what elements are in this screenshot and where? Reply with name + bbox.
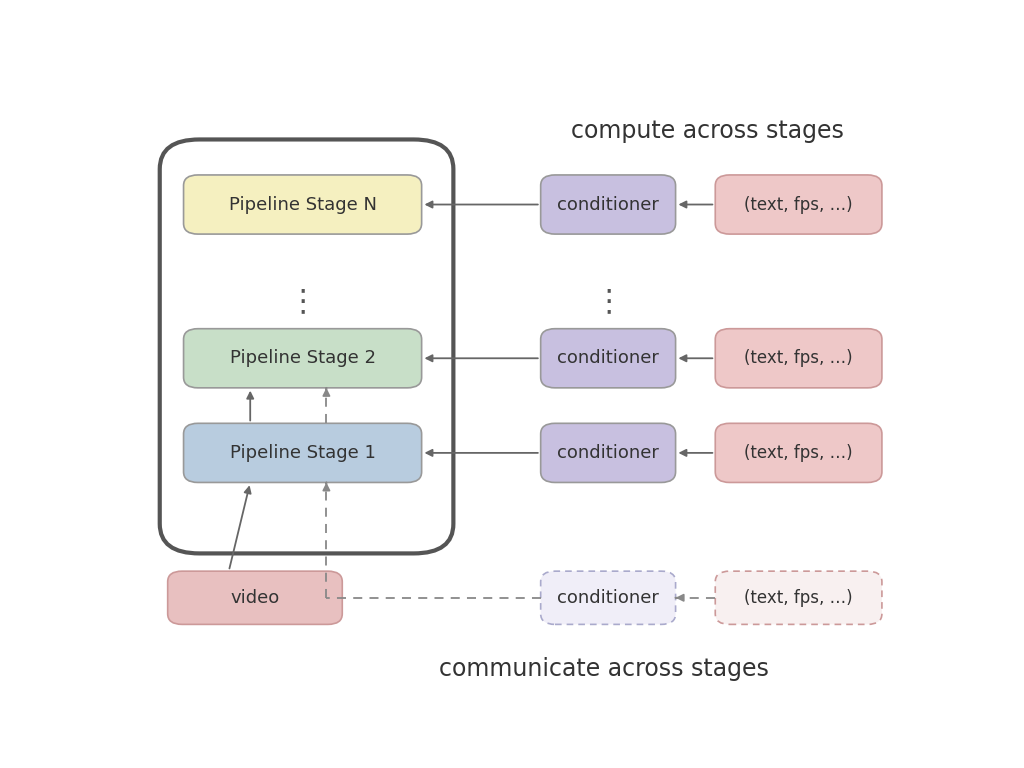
Text: (text, fps, …): (text, fps, …) [744, 444, 853, 462]
FancyBboxPatch shape [160, 140, 454, 554]
FancyBboxPatch shape [715, 329, 882, 388]
Text: conditioner: conditioner [557, 196, 659, 214]
Text: conditioner: conditioner [557, 444, 659, 462]
FancyBboxPatch shape [183, 329, 422, 388]
FancyBboxPatch shape [183, 175, 422, 234]
Text: ⋮: ⋮ [288, 287, 317, 316]
FancyBboxPatch shape [183, 423, 422, 482]
Text: Pipeline Stage 1: Pipeline Stage 1 [229, 444, 376, 462]
Text: compute across stages: compute across stages [571, 118, 844, 143]
Text: conditioner: conditioner [557, 349, 659, 367]
FancyBboxPatch shape [541, 571, 676, 624]
FancyBboxPatch shape [715, 423, 882, 482]
Text: (text, fps, …): (text, fps, …) [744, 349, 853, 367]
FancyBboxPatch shape [715, 175, 882, 234]
Text: (text, fps, …): (text, fps, …) [744, 589, 853, 607]
Text: Pipeline Stage 2: Pipeline Stage 2 [229, 349, 376, 367]
Text: communicate across stages: communicate across stages [439, 657, 769, 680]
FancyBboxPatch shape [715, 571, 882, 624]
FancyBboxPatch shape [541, 329, 676, 388]
Text: conditioner: conditioner [557, 589, 659, 607]
Text: (text, fps, …): (text, fps, …) [744, 196, 853, 214]
FancyBboxPatch shape [168, 571, 342, 624]
Text: video: video [230, 589, 280, 607]
FancyBboxPatch shape [541, 423, 676, 482]
Text: ⋮: ⋮ [593, 287, 624, 316]
Text: Pipeline Stage N: Pipeline Stage N [228, 196, 377, 214]
FancyBboxPatch shape [541, 175, 676, 234]
